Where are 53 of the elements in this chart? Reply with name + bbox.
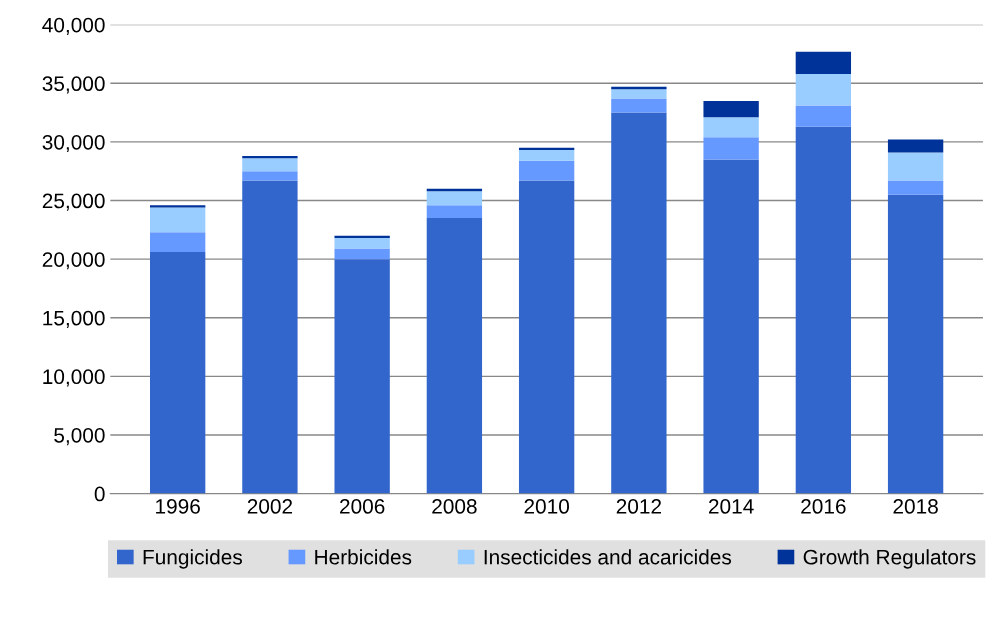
y-tick-label: 5,000	[54, 427, 105, 446]
x-tick-label: 2010	[524, 499, 569, 514]
y-tick-label: 35,000	[42, 76, 105, 94]
bar	[703, 100, 759, 118]
bar	[149, 232, 206, 253]
x-tick-label: 2002	[247, 499, 293, 514]
bar	[795, 51, 852, 74]
y-tick-label: 0	[94, 486, 105, 502]
legend-label: Insecticides and acaricides	[484, 549, 732, 565]
bar	[795, 126, 852, 494]
y-tick-label: 10,000	[43, 369, 105, 387]
bar	[887, 180, 944, 195]
legend-label: Growth Regulators	[803, 549, 976, 569]
bar	[518, 150, 575, 161]
x-tick-label: 1996	[156, 499, 200, 514]
bar	[149, 252, 206, 494]
bar	[426, 191, 483, 206]
bar	[611, 89, 667, 99]
x-tick-label: 2016	[801, 499, 846, 514]
bar	[611, 112, 667, 494]
x-tick-label: 2008	[432, 499, 477, 514]
bar	[334, 259, 390, 494]
bar	[426, 218, 483, 494]
bar	[703, 117, 759, 138]
bar	[334, 248, 390, 260]
bar	[703, 159, 759, 494]
bar	[887, 194, 944, 494]
bar	[795, 105, 852, 127]
bar	[518, 180, 575, 494]
bar	[887, 139, 944, 153]
bar	[334, 238, 390, 249]
bar	[518, 160, 575, 181]
bar	[149, 205, 206, 208]
y-tick-label: 20,000	[42, 252, 105, 270]
x-tick-label: 2014	[709, 499, 754, 514]
bar	[703, 137, 759, 160]
bar	[242, 171, 298, 181]
bar	[426, 205, 483, 219]
y-tick-label: 15,000	[43, 310, 105, 328]
bar	[242, 158, 298, 172]
x-tick-label: 2018	[893, 499, 938, 514]
x-tick-label: 2012	[616, 499, 662, 514]
legend-label: Herbicides	[315, 549, 412, 565]
bar	[795, 73, 852, 106]
bar	[149, 207, 206, 233]
bar	[887, 152, 944, 181]
legend-label: Fungicides	[143, 549, 242, 569]
bar	[611, 98, 667, 113]
bar	[242, 180, 298, 494]
y-tick-label: 30,000	[42, 134, 105, 153]
x-tick-label: 2006	[340, 499, 385, 514]
y-tick-label: 25,000	[42, 193, 105, 211]
y-tick-label: 40,000	[42, 17, 105, 35]
